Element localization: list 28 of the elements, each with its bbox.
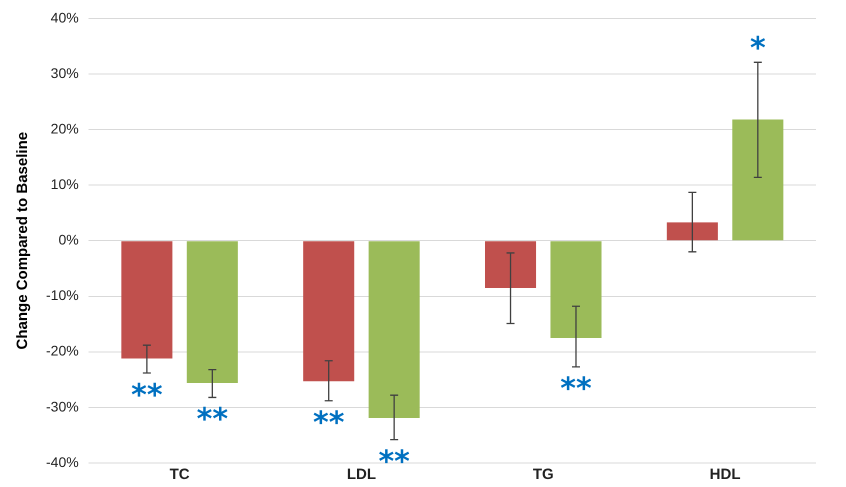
y-tick-label: 30% (50, 64, 79, 81)
x-tick-label: LDL (346, 466, 376, 484)
bar (485, 241, 536, 288)
annotation: * (750, 31, 766, 66)
annotation: ** (560, 372, 592, 407)
x-tick-label: TC (170, 466, 190, 484)
y-axis-title: Change Compared to Baseline (14, 132, 32, 350)
annotation: ** (378, 444, 410, 480)
bar (186, 241, 238, 383)
y-tick-label: 20% (50, 120, 79, 136)
x-tick-label: HDL (710, 466, 740, 484)
y-tick-label: 10% (50, 176, 79, 192)
annotation: ** (313, 406, 345, 441)
y-tick-label: -30% (46, 398, 79, 414)
y-tick-label: 0% (58, 232, 79, 248)
x-tick-label: TG (532, 466, 554, 484)
annotation: ** (131, 378, 163, 413)
y-tick-label: -40% (46, 454, 79, 470)
y-tick-label: -10% (46, 287, 79, 304)
y-tick-label: 40% (50, 9, 79, 26)
bar (368, 241, 420, 418)
bar (666, 222, 718, 240)
bar (732, 120, 784, 240)
bar (121, 241, 172, 359)
bar (550, 241, 602, 338)
bar (303, 241, 354, 382)
annotation: ** (196, 402, 228, 438)
y-tick-label: -20% (46, 342, 79, 359)
